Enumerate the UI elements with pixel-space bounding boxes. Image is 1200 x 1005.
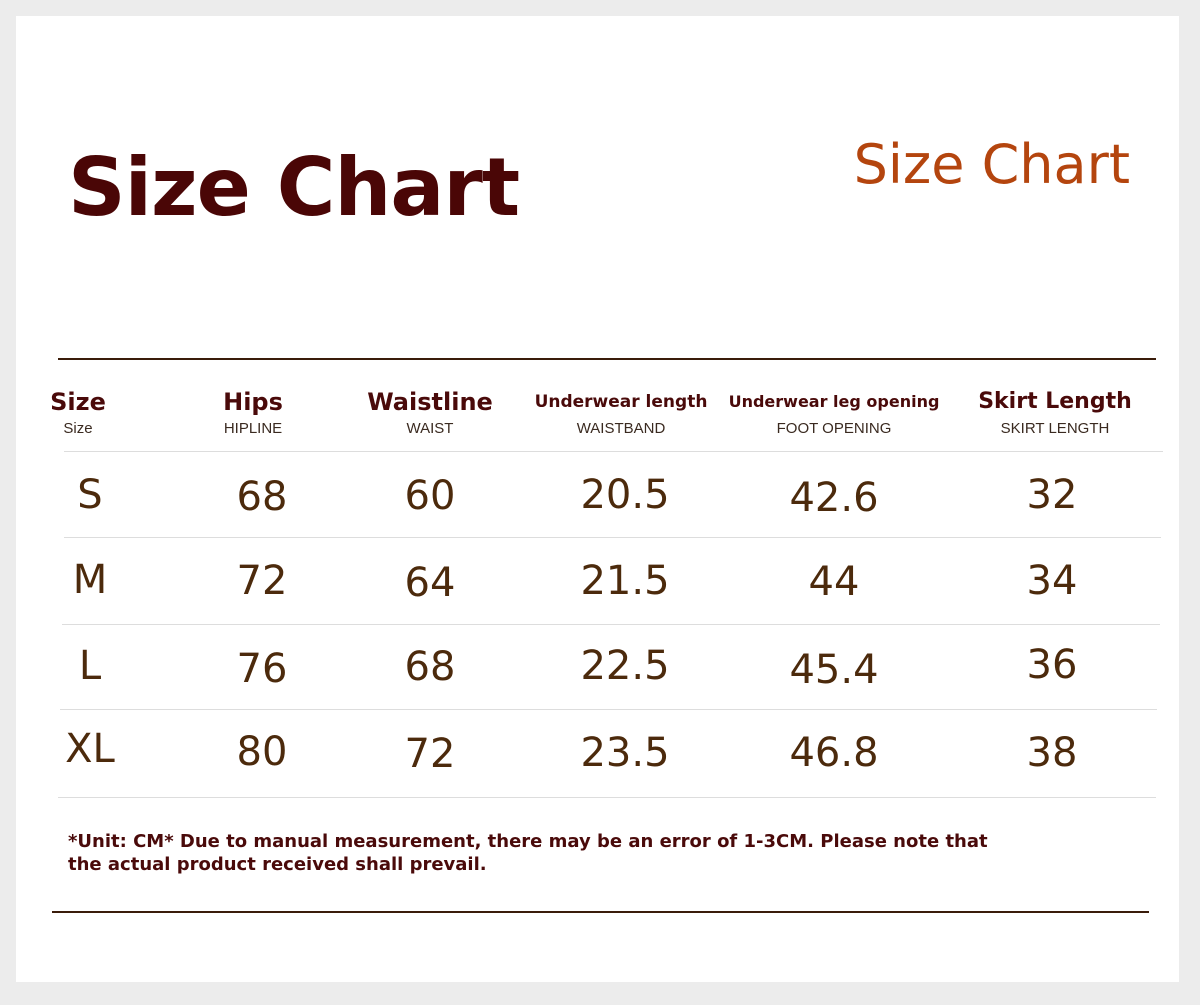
- column-header-hips: Hips HIPLINE: [173, 384, 333, 440]
- column-header-label: Underwear leg opening: [728, 392, 940, 411]
- note-line: the actual product received shall prevai…: [68, 854, 487, 875]
- skirt-length-cell: 36: [1026, 642, 1078, 688]
- column-header-leg-opening: Underwear leg opening FOOT OPENING: [724, 384, 944, 440]
- column-header-sublabel: WAISTBAND: [576, 420, 666, 437]
- waist-cell: 60: [404, 473, 456, 519]
- measurement-note: *Unit: CM* Due to manual measurement, th…: [68, 830, 988, 876]
- row-divider: [60, 709, 1157, 710]
- secondary-title: Size Chart: [853, 133, 1130, 196]
- row-divider: [62, 624, 1160, 625]
- waist-cell: 72: [404, 731, 456, 777]
- column-header-size: Size Size: [28, 384, 128, 440]
- hips-cell: 80: [236, 729, 288, 775]
- row-divider: [58, 797, 1156, 798]
- column-header-sublabel: Size: [63, 420, 93, 437]
- column-header-sublabel: HIPLINE: [223, 420, 283, 437]
- column-header-label: Size: [50, 388, 106, 416]
- hips-cell: 72: [236, 558, 288, 604]
- waist-cell: 68: [404, 644, 456, 690]
- underwear-length-cell: 22.5: [580, 643, 670, 689]
- column-header-label: Underwear length: [534, 392, 708, 412]
- row-divider: [64, 451, 1163, 452]
- size-cell: M: [72, 557, 108, 603]
- note-line: *Unit: CM* Due to manual measurement, th…: [68, 831, 988, 852]
- row-divider: [64, 537, 1161, 538]
- leg-opening-cell: 46.8: [789, 730, 879, 776]
- leg-opening-cell: 42.6: [789, 475, 879, 521]
- size-cell: L: [78, 643, 102, 689]
- column-header-skirt-length: Skirt Length SKIRT LENGTH: [955, 384, 1155, 440]
- column-header-label: Hips: [223, 388, 283, 416]
- size-cell: XL: [65, 726, 115, 772]
- underwear-length-cell: 21.5: [580, 558, 670, 604]
- column-header-underwear-length: Underwear length WAISTBAND: [521, 384, 721, 440]
- leg-opening-cell: 44: [808, 559, 860, 605]
- skirt-length-cell: 38: [1026, 730, 1078, 776]
- underwear-length-cell: 20.5: [580, 472, 670, 518]
- column-header-sublabel: SKIRT LENGTH: [1000, 420, 1110, 437]
- column-header-sublabel: FOOT OPENING: [776, 420, 892, 437]
- column-header-label: Waistline: [367, 388, 493, 416]
- hips-cell: 68: [236, 474, 288, 520]
- underwear-length-cell: 23.5: [580, 730, 670, 776]
- skirt-length-cell: 34: [1026, 558, 1078, 604]
- skirt-length-cell: 32: [1026, 472, 1078, 518]
- column-header-sublabel: WAIST: [406, 420, 454, 437]
- size-cell: S: [77, 472, 103, 518]
- top-divider: [58, 358, 1156, 360]
- hips-cell: 76: [236, 646, 288, 692]
- bottom-divider: [52, 911, 1149, 913]
- size-chart-card: [16, 16, 1179, 982]
- leg-opening-cell: 45.4: [789, 647, 879, 693]
- column-header-waistline: Waistline WAIST: [340, 384, 520, 440]
- waist-cell: 64: [404, 560, 456, 606]
- column-header-label: Skirt Length: [978, 389, 1132, 414]
- page-title: Size Chart: [68, 141, 520, 234]
